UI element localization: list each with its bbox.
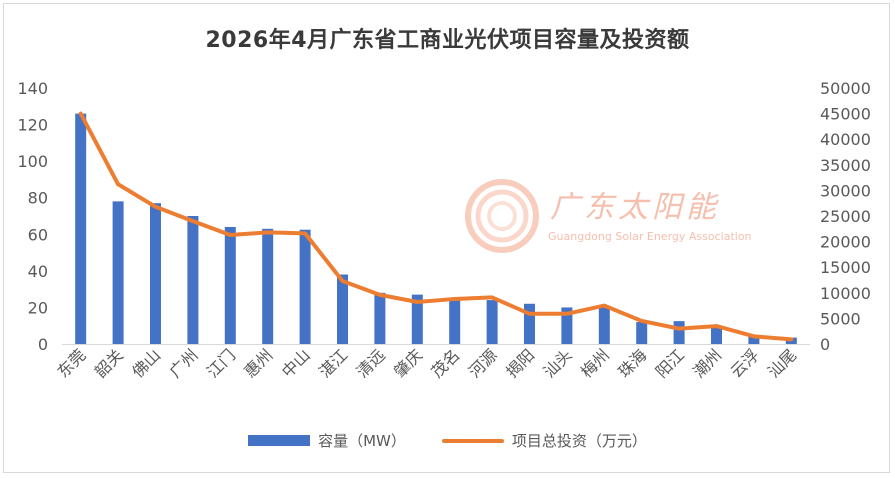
right-axis-tick-label: 20000 [820, 233, 871, 252]
bar-capacity [187, 216, 199, 344]
legend-swatch-capacity [248, 435, 311, 446]
legend-label-investment: 项目总投资（万元） [511, 432, 647, 450]
right-axis-tick-label: 5000 [820, 309, 861, 328]
right-axis-tick-label: 15000 [820, 258, 871, 277]
legend-item-capacity: 容量（MW） [248, 430, 406, 451]
sun-logo-icon [465, 179, 539, 253]
category-label: 汕头 [540, 345, 576, 381]
legend-item-investment: 项目总投资（万元） [441, 430, 647, 451]
category-label: 惠州 [240, 345, 276, 381]
left-axis-tick-label: 20 [28, 298, 48, 317]
category-label: 清远 [353, 345, 389, 381]
chart-title: 2026年4月广东省工商业光伏项目容量及投资额 [205, 28, 690, 53]
category-label: 江门 [203, 345, 239, 381]
category-label: 广州 [166, 345, 202, 381]
bar-capacity [636, 322, 648, 344]
watermark-name-en: Guangdong Solar Energy Association [548, 230, 752, 243]
chart-frame [3, 3, 890, 473]
category-label: 梅州 [577, 345, 613, 381]
bar-capacity [262, 228, 274, 344]
category-label: 韶关 [91, 345, 127, 381]
right-axis-tick-label: 50000 [820, 79, 871, 98]
bar-capacity [748, 336, 760, 344]
bar-capacity [561, 307, 573, 344]
left-axis-tick-label: 60 [28, 225, 48, 244]
left-axis-tick-label: 140 [17, 79, 48, 98]
right-axis-tick-label: 25000 [820, 207, 871, 226]
category-label: 潮州 [689, 345, 725, 381]
category-label: 揭阳 [502, 345, 538, 381]
left-axis-tick-label: 100 [17, 152, 48, 171]
legend-swatch-investment [441, 438, 504, 443]
right-axis-tick-label: 30000 [820, 181, 871, 200]
bar-capacity [486, 300, 498, 344]
category-label: 湛江 [315, 345, 351, 381]
bar-capacity [224, 226, 236, 344]
left-axis-tick-label: 80 [28, 189, 48, 208]
watermark-name-cn: 广东太阳能 [550, 190, 720, 225]
right-axis-tick-label: 0 [820, 335, 830, 354]
right-axis-tick-label: 10000 [820, 284, 871, 303]
bar-capacity [524, 303, 535, 344]
legend-label-capacity: 容量（MW） [318, 432, 406, 450]
bar-capacity [673, 321, 685, 344]
category-label: 茂名 [427, 345, 463, 381]
bar-capacity [374, 292, 386, 344]
left-axis-tick-label: 0 [38, 335, 48, 354]
bar-capacity [711, 327, 722, 344]
right-axis-tick-label: 35000 [820, 156, 871, 175]
bar-capacity [150, 203, 161, 344]
category-label: 阳江 [652, 345, 688, 381]
category-label: 河源 [465, 345, 501, 381]
category-label: 肇庆 [390, 345, 426, 381]
bar-capacity [411, 294, 423, 344]
legend: 容量（MW） 项目总投资（万元） [0, 430, 895, 451]
category-label: 东莞 [53, 345, 89, 381]
line-investment [78, 111, 794, 342]
bar-capacity [75, 113, 87, 344]
right-axis-tick-label: 40000 [820, 130, 871, 149]
right-axis-tick-label: 45000 [820, 105, 871, 124]
category-label: 佛山 [128, 345, 164, 381]
category-label: 中山 [278, 345, 314, 381]
category-label: 珠海 [614, 345, 650, 381]
bar-capacity [112, 201, 124, 344]
left-axis-tick-label: 120 [17, 116, 48, 135]
bar-capacity [299, 229, 311, 344]
category-label: 云浮 [727, 345, 763, 381]
left-axis-tick-label: 40 [28, 262, 48, 281]
bar-capacity [598, 307, 610, 344]
category-label: 汕尾 [764, 345, 800, 381]
bar-capacity [449, 300, 461, 344]
bar-capacity [337, 274, 348, 344]
